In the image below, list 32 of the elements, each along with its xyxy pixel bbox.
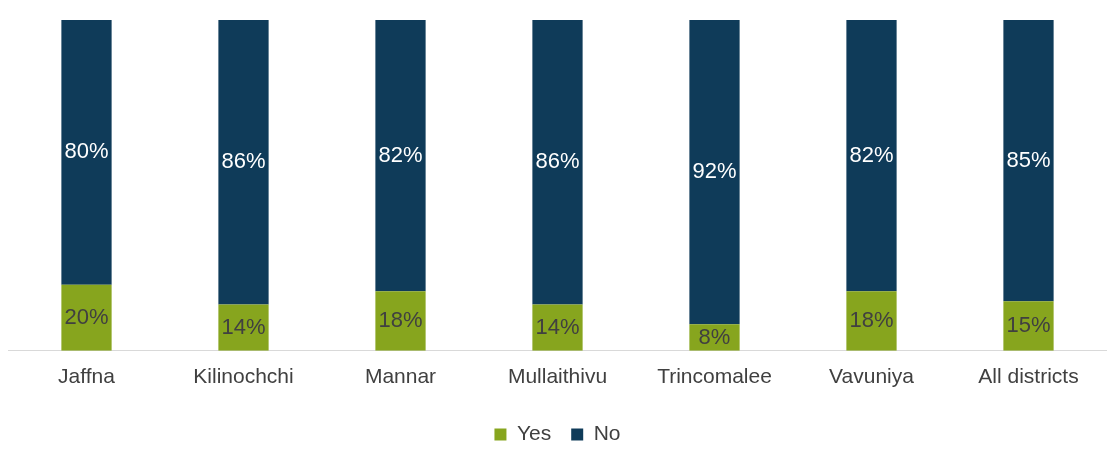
legend-label: Yes <box>516 421 552 445</box>
data-label: 14% <box>535 313 580 339</box>
legend-label: No <box>593 421 621 445</box>
data-label: 15% <box>1006 312 1051 338</box>
bar <box>846 291 897 351</box>
bar <box>846 20 897 292</box>
x-tick-label: Vavuniya <box>829 364 915 388</box>
bar <box>61 20 112 285</box>
bar <box>375 291 426 351</box>
x-tick-label: Mannar <box>364 364 437 388</box>
data-label: 20% <box>64 303 109 329</box>
data-label: 86% <box>535 148 580 174</box>
x-tick-label: Mullaithivu <box>507 364 608 388</box>
bar <box>1003 20 1054 302</box>
data-label: 18% <box>849 307 894 333</box>
data-label: 80% <box>64 138 109 164</box>
data-label: 86% <box>221 148 266 174</box>
data-label: 14% <box>221 313 266 339</box>
data-label: 82% <box>378 141 423 167</box>
x-tick-label: Jaffna <box>58 364 116 388</box>
x-tick-label: Trincomalee <box>657 364 772 388</box>
bar <box>218 20 269 305</box>
data-label: 8% <box>698 323 731 349</box>
bar <box>532 20 583 305</box>
x-tick-label: All districts <box>978 364 1079 388</box>
data-label: 85% <box>1006 146 1051 172</box>
data-label: 18% <box>378 307 423 333</box>
bar <box>689 20 740 325</box>
data-label: 92% <box>692 158 737 184</box>
data-label: 82% <box>849 141 894 167</box>
x-tick-label: Kilinochchi <box>193 364 294 388</box>
bar <box>375 20 426 292</box>
